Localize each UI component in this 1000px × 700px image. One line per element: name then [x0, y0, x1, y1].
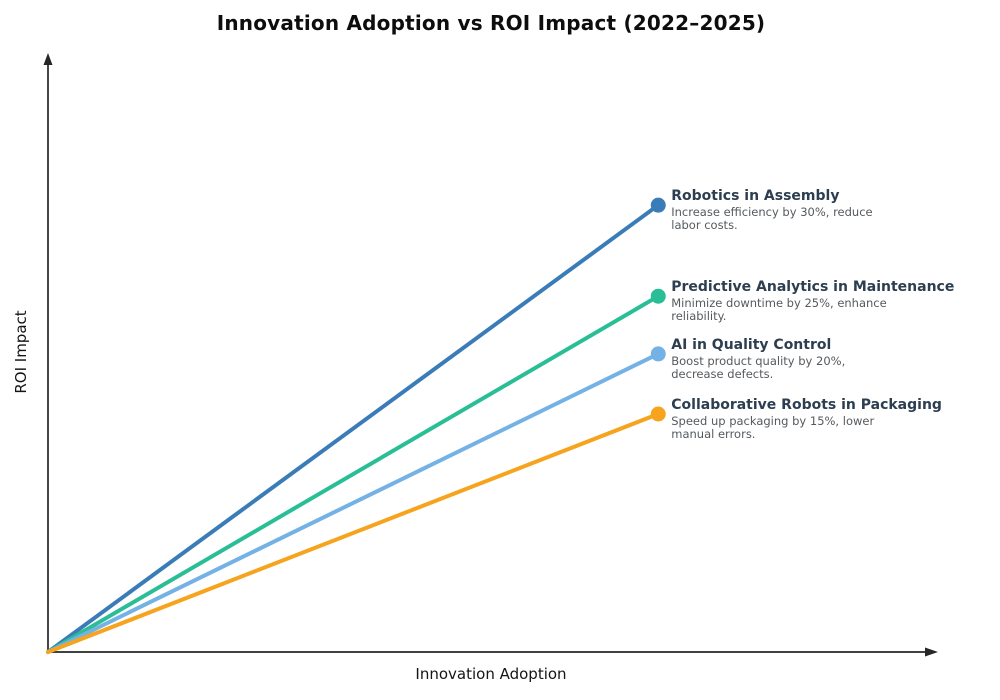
annotation-title: Collaborative Robots in Packaging: [671, 397, 942, 413]
series-line-0: [46, 203, 661, 654]
series-line-2: [46, 351, 661, 654]
y-axis-label: ROI Impact: [12, 310, 30, 394]
series-line-1: [46, 294, 661, 654]
y-axis-arrowhead: [43, 53, 53, 65]
series-dot-0: [650, 197, 666, 213]
series-line-3: [46, 412, 661, 654]
x-axis-arrowhead: [925, 647, 938, 657]
chart-title: Innovation Adoption vs ROI Impact (2022–…: [216, 11, 766, 35]
series-dot-1: [650, 288, 666, 304]
annotation-title: AI in Quality Control: [671, 336, 832, 353]
annotation-title: Predictive Analytics in Maintenance: [671, 279, 955, 296]
annotation-description: Increase efficiency by 30%, reduce labor…: [671, 205, 873, 233]
annotation-2: AI in Quality Control Boost product quali…: [671, 337, 981, 381]
series-dot-3: [650, 406, 666, 422]
annotation-title: Robotics in Assembly: [671, 188, 840, 205]
series-dot-2: [650, 346, 666, 362]
annotation-3: Collaborative Robots in Packaging Speed u…: [671, 397, 981, 441]
annotation-description: Minimize downtime by 25%, enhance reliab…: [671, 296, 887, 324]
annotation-1: Predictive Analytics in Maintenance Minim…: [671, 279, 981, 323]
x-axis-label: Innovation Adoption: [415, 665, 567, 683]
annotation-description: Speed up packaging by 15%, lower manual …: [671, 414, 875, 441]
annotation-description: Boost product quality by 20%, decrease d…: [671, 353, 846, 381]
annotation-0: Robotics in Assembly Increase efficiency …: [671, 188, 981, 232]
